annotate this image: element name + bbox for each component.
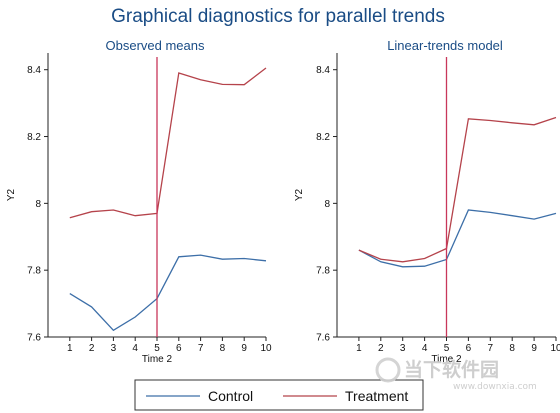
x-tick-label: 1 [67, 343, 73, 354]
x-tick-label: 3 [111, 343, 117, 354]
x-tick-label: 1 [356, 343, 362, 354]
legend-control-label: Control [208, 388, 253, 404]
x-tick-label: 9 [241, 343, 247, 354]
y-tick-label: 7.8 [316, 266, 330, 277]
x-axis-label: Time 2 [431, 354, 462, 365]
y-tick-label: 8 [324, 199, 330, 210]
y-tick-label: 8.2 [316, 132, 330, 143]
panel-linear-trends-model: Linear-trends model 7.6 7.8 8 8.2 8.4 1 2 3 4 5 6 7 8… [294, 38, 560, 365]
series-line-control [69, 254, 267, 332]
legend-treatment-label: Treatment [345, 388, 408, 404]
y-tick-label: 7.8 [27, 266, 41, 277]
panel-title: Observed means [106, 38, 205, 53]
y-axis-label: Y2 [6, 188, 17, 201]
x-tick-label: 7 [198, 343, 204, 354]
x-tick-label: 5 [444, 343, 450, 354]
panel-title: Linear-trends model [387, 38, 503, 53]
y-tick-label: 8.4 [27, 65, 41, 76]
y-tick-label: 7.6 [316, 333, 330, 344]
x-tick-label: 10 [550, 343, 560, 354]
legend: Control Treatment [134, 379, 424, 411]
y-axis-label: Y2 [294, 188, 305, 201]
x-tick-label: 3 [400, 343, 406, 354]
legend-box [134, 379, 424, 411]
series-line-treatment [358, 116, 557, 263]
x-tick-label: 4 [132, 343, 138, 354]
x-tick-label: 2 [89, 343, 95, 354]
series-line-control [358, 209, 557, 268]
x-tick-label: 10 [260, 343, 272, 354]
watermark-url: www.downxia.com [453, 382, 537, 392]
x-tick-label: 8 [509, 343, 515, 354]
x-tick-label: 6 [176, 343, 182, 354]
series-line-treatment [69, 67, 267, 219]
x-axis-label: Time 2 [142, 354, 173, 365]
watermark-text: 当下软件园 [404, 358, 499, 381]
watermark: 当下软件园 www.downxia.com [375, 357, 537, 392]
x-tick-label: 6 [466, 343, 472, 354]
x-tick-label: 7 [488, 343, 494, 354]
x-tick-label: 4 [422, 343, 428, 354]
x-tick-label: 2 [378, 343, 384, 354]
y-tick-label: 8 [35, 199, 41, 210]
x-tick-label: 8 [220, 343, 226, 354]
panel-observed-means: Observed means 7.6 7.8 8 8.2 8.4 1 2 3 4 5 6 7 8 9 10 Ti… [6, 38, 272, 365]
figure-title: Graphical diagnostics for parallel trend… [111, 6, 445, 27]
watermark-logo-icon [375, 357, 401, 383]
y-tick-label: 8.4 [316, 65, 330, 76]
x-tick-label: 5 [154, 343, 160, 354]
y-tick-label: 7.6 [27, 333, 41, 344]
y-tick-label: 8.2 [27, 132, 41, 143]
x-tick-label: 9 [531, 343, 537, 354]
